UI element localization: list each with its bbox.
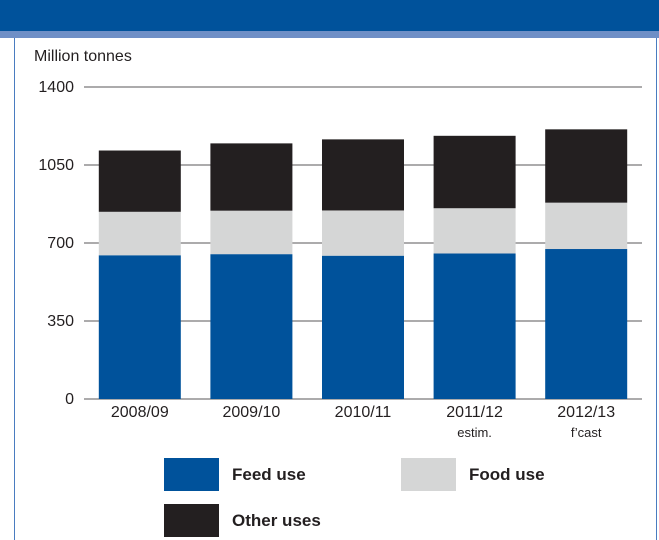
- header-stripe: [0, 31, 659, 38]
- bar-other-uses-2008-09: [98, 150, 181, 212]
- bar-food-use-2010-11: [322, 210, 404, 256]
- bar-food-use-2008-09: [98, 211, 181, 256]
- bar-feed-use-2012-13: [545, 249, 628, 399]
- y-tick-label-0: 0: [65, 391, 74, 408]
- x-tick-sublabel-2011-12: estim.: [457, 425, 492, 440]
- bar-food-use-2012-13: [545, 202, 628, 250]
- y-tick-label-1400: 1400: [38, 79, 74, 96]
- bar-feed-use-2010-11: [322, 255, 404, 399]
- header-bar: [0, 0, 659, 31]
- x-tick-sublabel-2012-13: f’cast: [571, 425, 602, 440]
- legend-swatch-feed-use: [164, 458, 219, 491]
- legend-swatch-other-uses: [164, 504, 219, 537]
- bar-food-use-2009-10: [210, 210, 293, 255]
- bar-other-uses-2011-12: [433, 135, 516, 209]
- chart-panel: [14, 38, 657, 540]
- bar-layer: [98, 129, 628, 399]
- bar-other-uses-2012-13: [545, 129, 628, 203]
- bar-feed-use-2008-09: [98, 255, 181, 399]
- x-tick-label-2011-12: 2011/12: [446, 404, 503, 421]
- y-tick-label-1050: 1050: [38, 157, 74, 174]
- y-tick-label-700: 700: [47, 235, 74, 252]
- y-axis-label: Million tonnes: [34, 48, 132, 65]
- bar-other-uses-2009-10: [210, 143, 293, 211]
- bar-food-use-2011-12: [433, 208, 516, 254]
- x-tick-label-2012-13: 2012/13: [557, 404, 615, 421]
- legend-label-feed-use: Feed use: [232, 465, 306, 484]
- x-tick-label-2010-11: 2010/11: [335, 404, 392, 421]
- x-tick-label-2009-10: 2009/10: [222, 404, 280, 421]
- y-tick-label-350: 350: [47, 313, 74, 330]
- bar-other-uses-2010-11: [322, 139, 404, 211]
- x-tick-labels: 2008/09 2009/10 2010/11 2011/12 estim. 2012/1…: [111, 404, 615, 440]
- legend-label-food-use: Food use: [469, 465, 545, 484]
- bar-feed-use-2011-12: [433, 253, 516, 399]
- bar-feed-use-2009-10: [210, 254, 293, 399]
- legend-swatch-food-use: [401, 458, 456, 491]
- x-tick-label-2008-09: 2008/09: [111, 404, 169, 421]
- legend-label-other-uses: Other uses: [232, 511, 321, 530]
